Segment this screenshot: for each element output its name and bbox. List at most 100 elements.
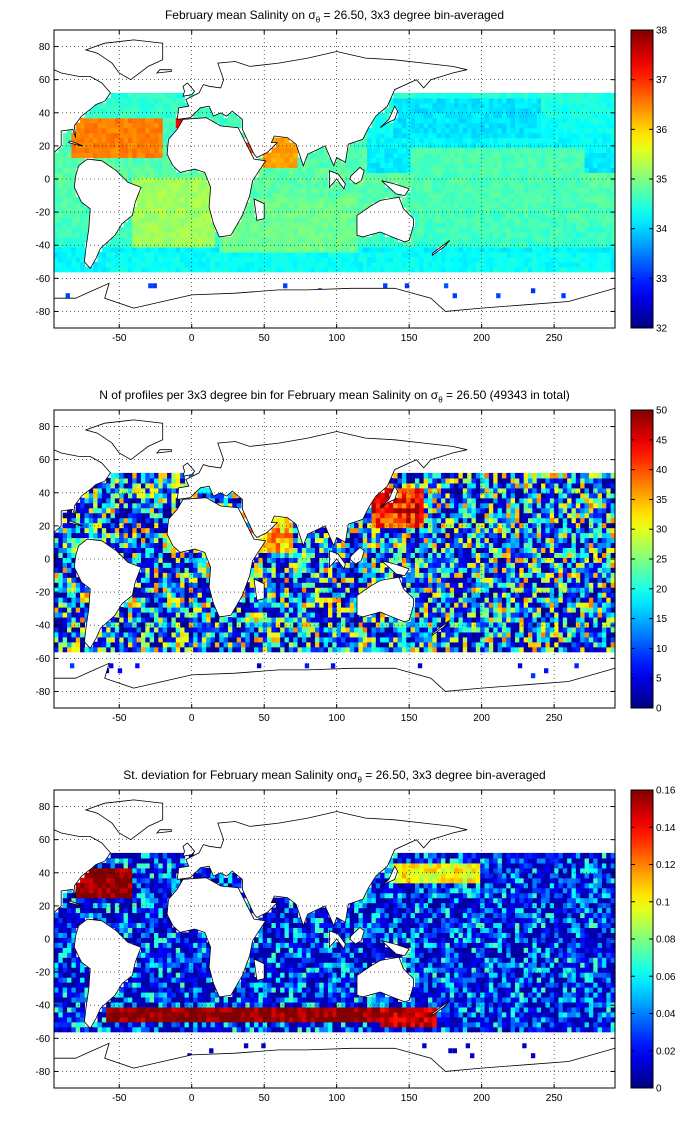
data-cell — [462, 112, 468, 119]
data-cell — [80, 222, 86, 228]
data-cell — [158, 256, 164, 263]
data-cell — [58, 246, 64, 253]
data-cell — [423, 597, 429, 603]
data-cell — [171, 197, 177, 203]
data-cell — [201, 646, 207, 653]
data-cell — [458, 236, 464, 243]
data-cell — [84, 592, 90, 598]
data-cell — [432, 97, 438, 104]
data-cell — [436, 142, 442, 149]
data-cell — [371, 251, 377, 258]
data-cell — [575, 212, 581, 218]
data-cell — [493, 137, 499, 144]
data-cell — [167, 132, 173, 139]
data-cell — [419, 97, 425, 104]
data-cell — [410, 127, 416, 134]
data-cell — [488, 251, 494, 258]
data-cell — [306, 172, 312, 178]
data-cell — [175, 197, 181, 203]
data-cell — [284, 251, 290, 258]
data-cell — [362, 641, 368, 648]
data-cell — [575, 127, 581, 134]
data-cell — [567, 167, 573, 173]
data-cell — [180, 236, 186, 243]
data-cell — [528, 236, 533, 243]
data-cell — [532, 227, 538, 233]
data-cell — [310, 646, 316, 653]
data-cell — [510, 142, 516, 149]
data-cell — [106, 122, 112, 129]
data-cell — [375, 147, 381, 154]
data-cell — [180, 102, 186, 109]
data-cell — [501, 92, 507, 99]
data-cell — [132, 621, 138, 628]
data-cell — [145, 152, 151, 159]
data-cell — [267, 182, 273, 188]
data-cell — [497, 152, 503, 159]
data-cell — [254, 236, 259, 243]
data-cell — [323, 202, 329, 208]
data-cell — [510, 172, 516, 178]
data-cell — [571, 112, 577, 119]
data-cell — [536, 112, 542, 119]
data-cell — [62, 602, 68, 608]
data-cell — [80, 241, 86, 248]
data-cell — [127, 256, 133, 263]
data-cell — [597, 197, 603, 203]
data-cell — [301, 182, 307, 188]
data-cell — [341, 197, 346, 203]
data-cell — [162, 636, 168, 643]
data-cell — [610, 192, 616, 198]
data-cell — [606, 246, 612, 253]
data-cell — [597, 137, 603, 144]
data-cell — [484, 626, 490, 633]
data-cell — [384, 246, 390, 253]
data-cell — [380, 142, 386, 149]
data-cell — [580, 97, 586, 104]
data-cell — [406, 626, 412, 633]
data-cell — [149, 597, 155, 603]
data-cell — [140, 631, 146, 638]
data-cell — [484, 157, 490, 164]
data-cell — [354, 597, 360, 603]
data-cell — [475, 162, 481, 169]
data-cell — [549, 261, 555, 268]
data-cell — [462, 167, 468, 173]
data-cell — [528, 256, 533, 263]
data-cell — [75, 212, 81, 218]
data-cell — [275, 251, 281, 258]
data-cell — [367, 167, 373, 173]
data-cell — [510, 122, 516, 129]
data-cell — [71, 172, 77, 178]
data-cell — [58, 616, 64, 623]
data-cells — [54, 92, 616, 299]
data-cell — [101, 117, 107, 124]
data-cell — [597, 147, 603, 154]
data-cell — [258, 172, 264, 178]
data-cell — [562, 251, 568, 258]
data-cell — [588, 597, 594, 603]
data-cell — [362, 256, 368, 263]
data-cell — [267, 266, 273, 273]
data-cell — [593, 92, 599, 99]
data-cell — [393, 256, 399, 263]
data-cell — [145, 602, 151, 608]
data-cell — [336, 192, 342, 198]
data-cell — [441, 597, 446, 603]
data-cell — [580, 646, 586, 653]
data-cell — [162, 592, 168, 598]
data-cell — [75, 137, 81, 144]
data-cell — [375, 157, 381, 164]
data-cell — [284, 142, 290, 149]
data-cell — [310, 182, 316, 188]
data-cell — [154, 236, 159, 243]
data-cell — [606, 212, 612, 218]
data-cell — [262, 202, 268, 208]
data-cell — [601, 261, 607, 268]
data-cell — [301, 602, 307, 608]
data-cell — [462, 227, 468, 233]
data-cell — [541, 182, 547, 188]
data-cell — [149, 197, 155, 203]
data-cell — [593, 631, 599, 638]
data-cell — [610, 631, 616, 638]
